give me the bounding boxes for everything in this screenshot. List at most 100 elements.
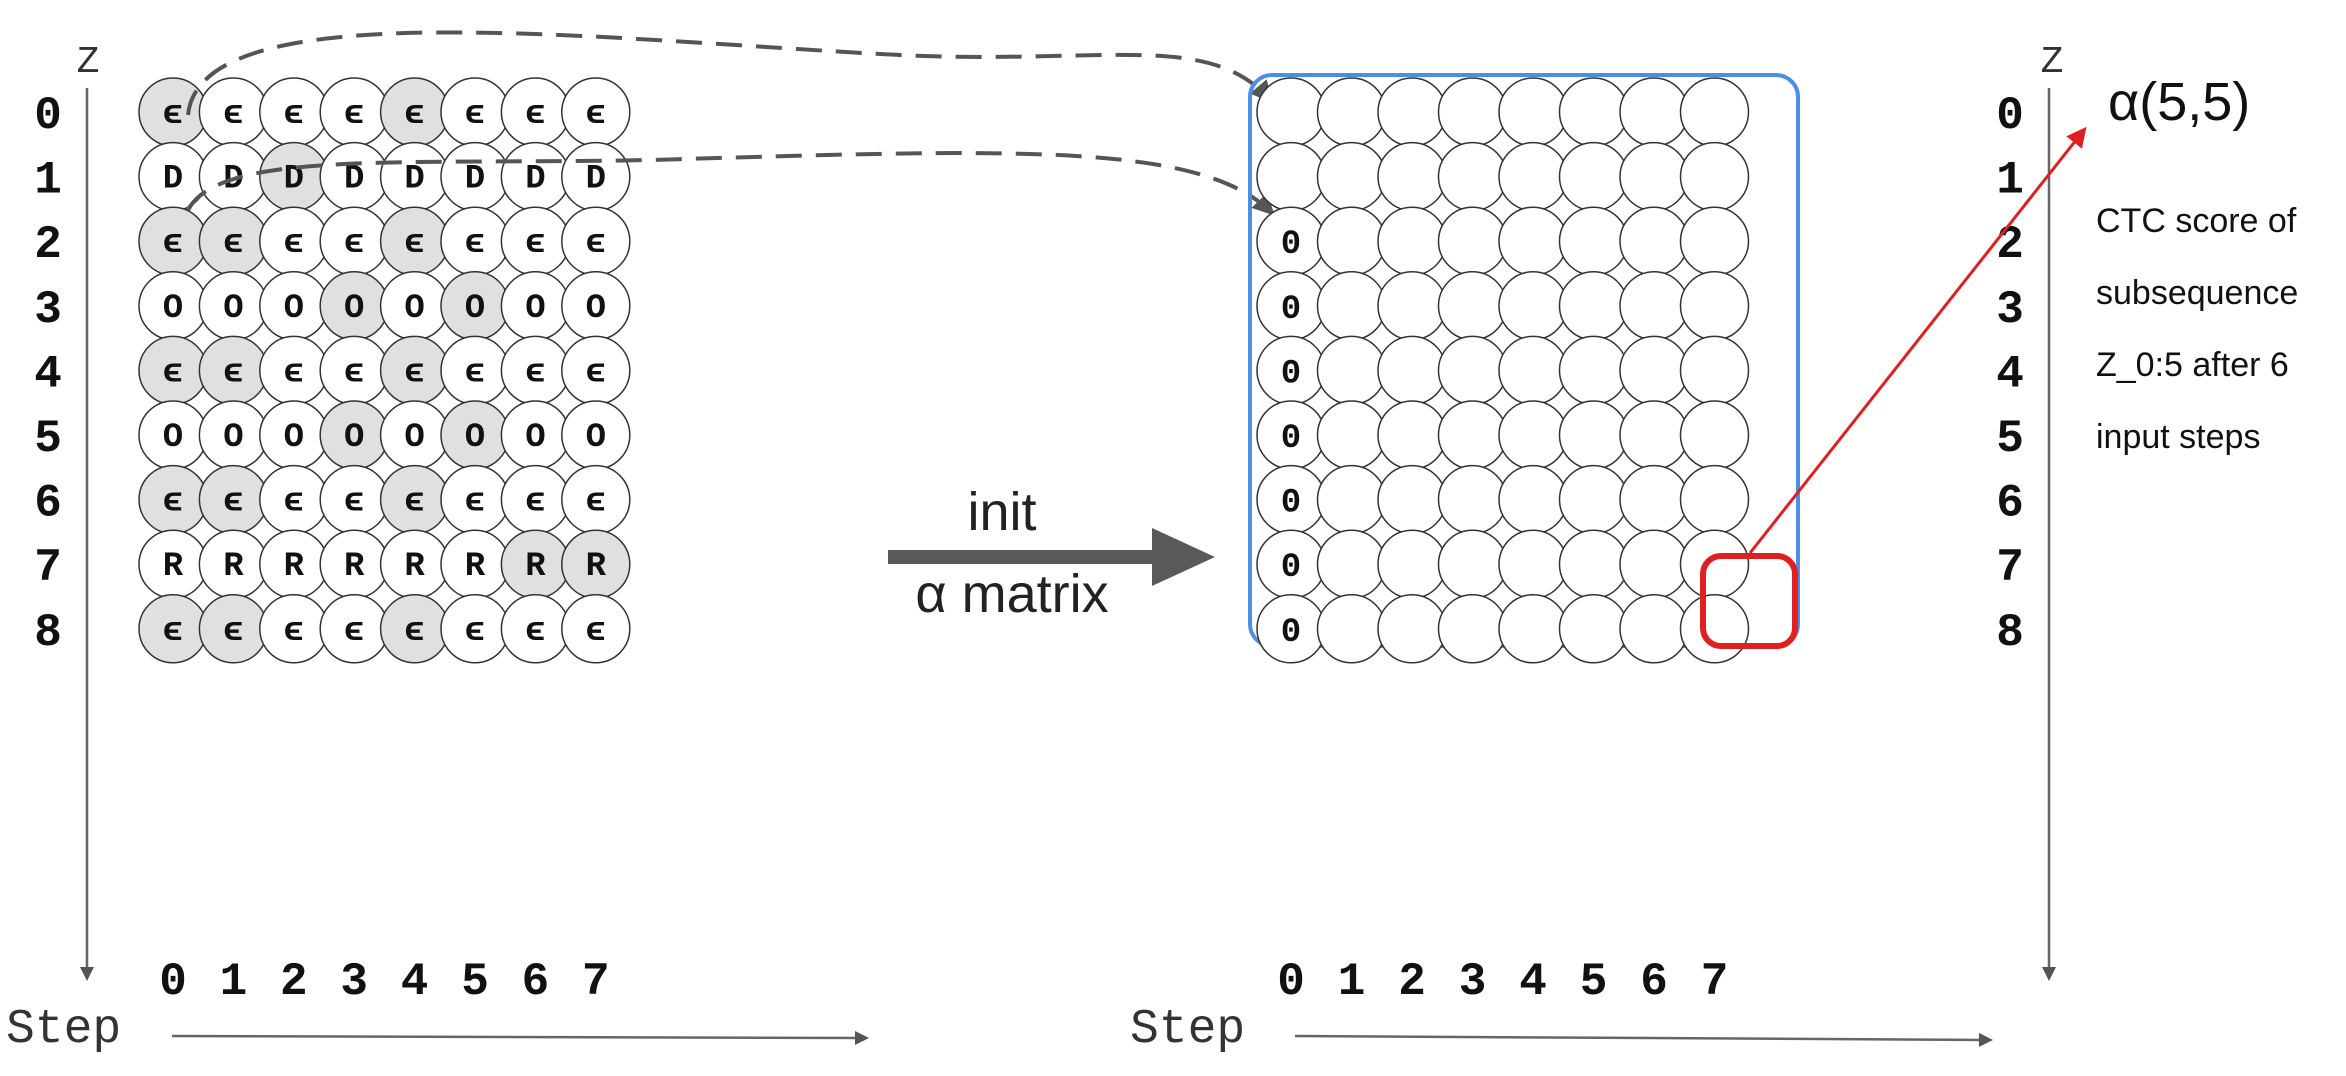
- alpha-cell-circle: [1498, 335, 1568, 406]
- left-cell: O: [138, 400, 208, 470]
- left-col-label: 3: [340, 956, 368, 1008]
- right-col-label: 2: [1398, 956, 1426, 1008]
- alpha-cell: [1498, 335, 1568, 406]
- alpha-cell-zero: 0: [1281, 485, 1301, 523]
- alpha-cell: 0: [1256, 271, 1326, 341]
- left-cell-symbol: D: [465, 161, 485, 199]
- right-grid: 0 0 0 0 0 0 0: [1256, 77, 1750, 664]
- left-cell-symbol: ϵ: [223, 484, 243, 522]
- alpha-cell: [1316, 271, 1387, 341]
- alpha-cell-circle: [1498, 206, 1568, 276]
- alpha-cell-circle: [1558, 594, 1629, 664]
- left-cell: O: [379, 400, 450, 470]
- alpha-cell-circle: [1316, 529, 1387, 599]
- right-row-label: 4: [1996, 348, 2024, 400]
- left-cell-symbol: O: [525, 419, 545, 457]
- alpha-cell-circle: [1619, 400, 1689, 470]
- left-cell: O: [259, 271, 329, 341]
- alpha-cell-circle: [1558, 141, 1629, 212]
- left-cell-symbol: ϵ: [163, 613, 183, 651]
- right-row-label: 6: [1996, 478, 2024, 530]
- left-cell: O: [319, 271, 389, 341]
- alpha-cell-circle: [1437, 400, 1508, 470]
- alpha-cell: [1437, 594, 1508, 664]
- left-cell: ϵ: [198, 594, 269, 664]
- left-cell-symbol: ϵ: [284, 225, 304, 263]
- alpha-cell-circle: [1498, 594, 1568, 664]
- left-cell: ϵ: [500, 335, 571, 406]
- left-cell: ϵ: [379, 206, 450, 276]
- left-cell: ϵ: [319, 77, 389, 147]
- alpha-cell: 0: [1256, 206, 1326, 276]
- left-cell: D: [198, 141, 269, 212]
- left-cell-symbol: ϵ: [163, 484, 183, 522]
- left-cell-symbol: ϵ: [163, 354, 183, 392]
- left-cell: D: [379, 141, 450, 212]
- alpha-cell-circle: [1256, 141, 1326, 212]
- left-cell: ϵ: [138, 594, 208, 664]
- left-cell: D: [319, 141, 389, 212]
- right-row-label: 3: [1996, 284, 2024, 336]
- alpha-cell-circle: [1316, 400, 1387, 470]
- alpha-cell: [1377, 529, 1447, 599]
- left-cell-symbol: ϵ: [586, 613, 606, 651]
- right-row-label: 2: [1996, 219, 2024, 271]
- alpha-cell: [1437, 206, 1508, 276]
- left-cell-symbol: ϵ: [223, 354, 243, 392]
- left-cell: O: [440, 271, 510, 341]
- left-cell: O: [561, 271, 631, 341]
- left-cell: O: [500, 271, 571, 341]
- left-cell: ϵ: [500, 77, 571, 147]
- left-cell-symbol: R: [465, 548, 486, 586]
- alpha-cell-circle: [1316, 141, 1387, 212]
- alpha-cell: [1437, 335, 1508, 406]
- alpha-cell: [1316, 464, 1387, 535]
- left-cell: ϵ: [198, 335, 269, 406]
- alpha-cell-circle: [1377, 529, 1447, 599]
- alpha-cell-circle: [1558, 206, 1629, 276]
- alpha-cell-circle: [1619, 77, 1689, 147]
- right-step-label: Step: [1130, 1003, 1245, 1057]
- left-cell: O: [500, 400, 571, 470]
- alpha-cell: [1377, 271, 1447, 341]
- alpha-cell-zero: 0: [1281, 226, 1301, 264]
- alpha-cell-circle: [1437, 271, 1508, 341]
- alpha-cell: [1377, 594, 1447, 664]
- alpha-cell: [1377, 206, 1447, 276]
- alpha-cell-circle: [1498, 464, 1568, 535]
- left-cell-circle: [561, 594, 631, 664]
- left-cell-symbol: ϵ: [465, 225, 485, 263]
- right-col-label: 6: [1640, 956, 1668, 1008]
- left-cell: ϵ: [561, 464, 631, 535]
- left-cell-symbol: ϵ: [525, 613, 545, 651]
- left-cell: ϵ: [259, 594, 329, 664]
- left-cell: ϵ: [138, 77, 208, 147]
- left-cell-symbol: R: [223, 548, 244, 586]
- left-cell: ϵ: [440, 77, 510, 147]
- right-z-label: Z: [2041, 41, 2064, 84]
- alpha-cell-circle: [1377, 141, 1447, 212]
- alpha-cell: [1377, 141, 1447, 212]
- alpha-cell-circle: [1437, 141, 1508, 212]
- annotation-arrow: [1748, 126, 2087, 554]
- alpha-cell: [1558, 271, 1629, 341]
- alpha-cell: [1619, 529, 1689, 599]
- right-col-label: 0: [1277, 956, 1305, 1008]
- left-cell: ϵ: [500, 464, 571, 535]
- alpha-cell-circle: [1377, 206, 1447, 276]
- left-col-label: 6: [522, 956, 550, 1008]
- left-cell-symbol: ϵ: [223, 96, 243, 134]
- left-cell: ϵ: [379, 335, 450, 406]
- left-cell-symbol: ϵ: [525, 225, 545, 263]
- alpha-cell-circle: [1437, 594, 1508, 664]
- alpha-cell-zero: 0: [1281, 420, 1301, 458]
- left-cell-symbol: O: [284, 419, 304, 457]
- alpha-cell: [1377, 464, 1447, 535]
- left-cell: R: [561, 529, 631, 599]
- left-cell-symbol: O: [344, 419, 364, 457]
- alpha-cell-circle: [1316, 594, 1387, 664]
- left-cell-symbol: R: [586, 548, 607, 586]
- alpha-cell: [1256, 141, 1326, 212]
- left-cell: ϵ: [138, 464, 208, 535]
